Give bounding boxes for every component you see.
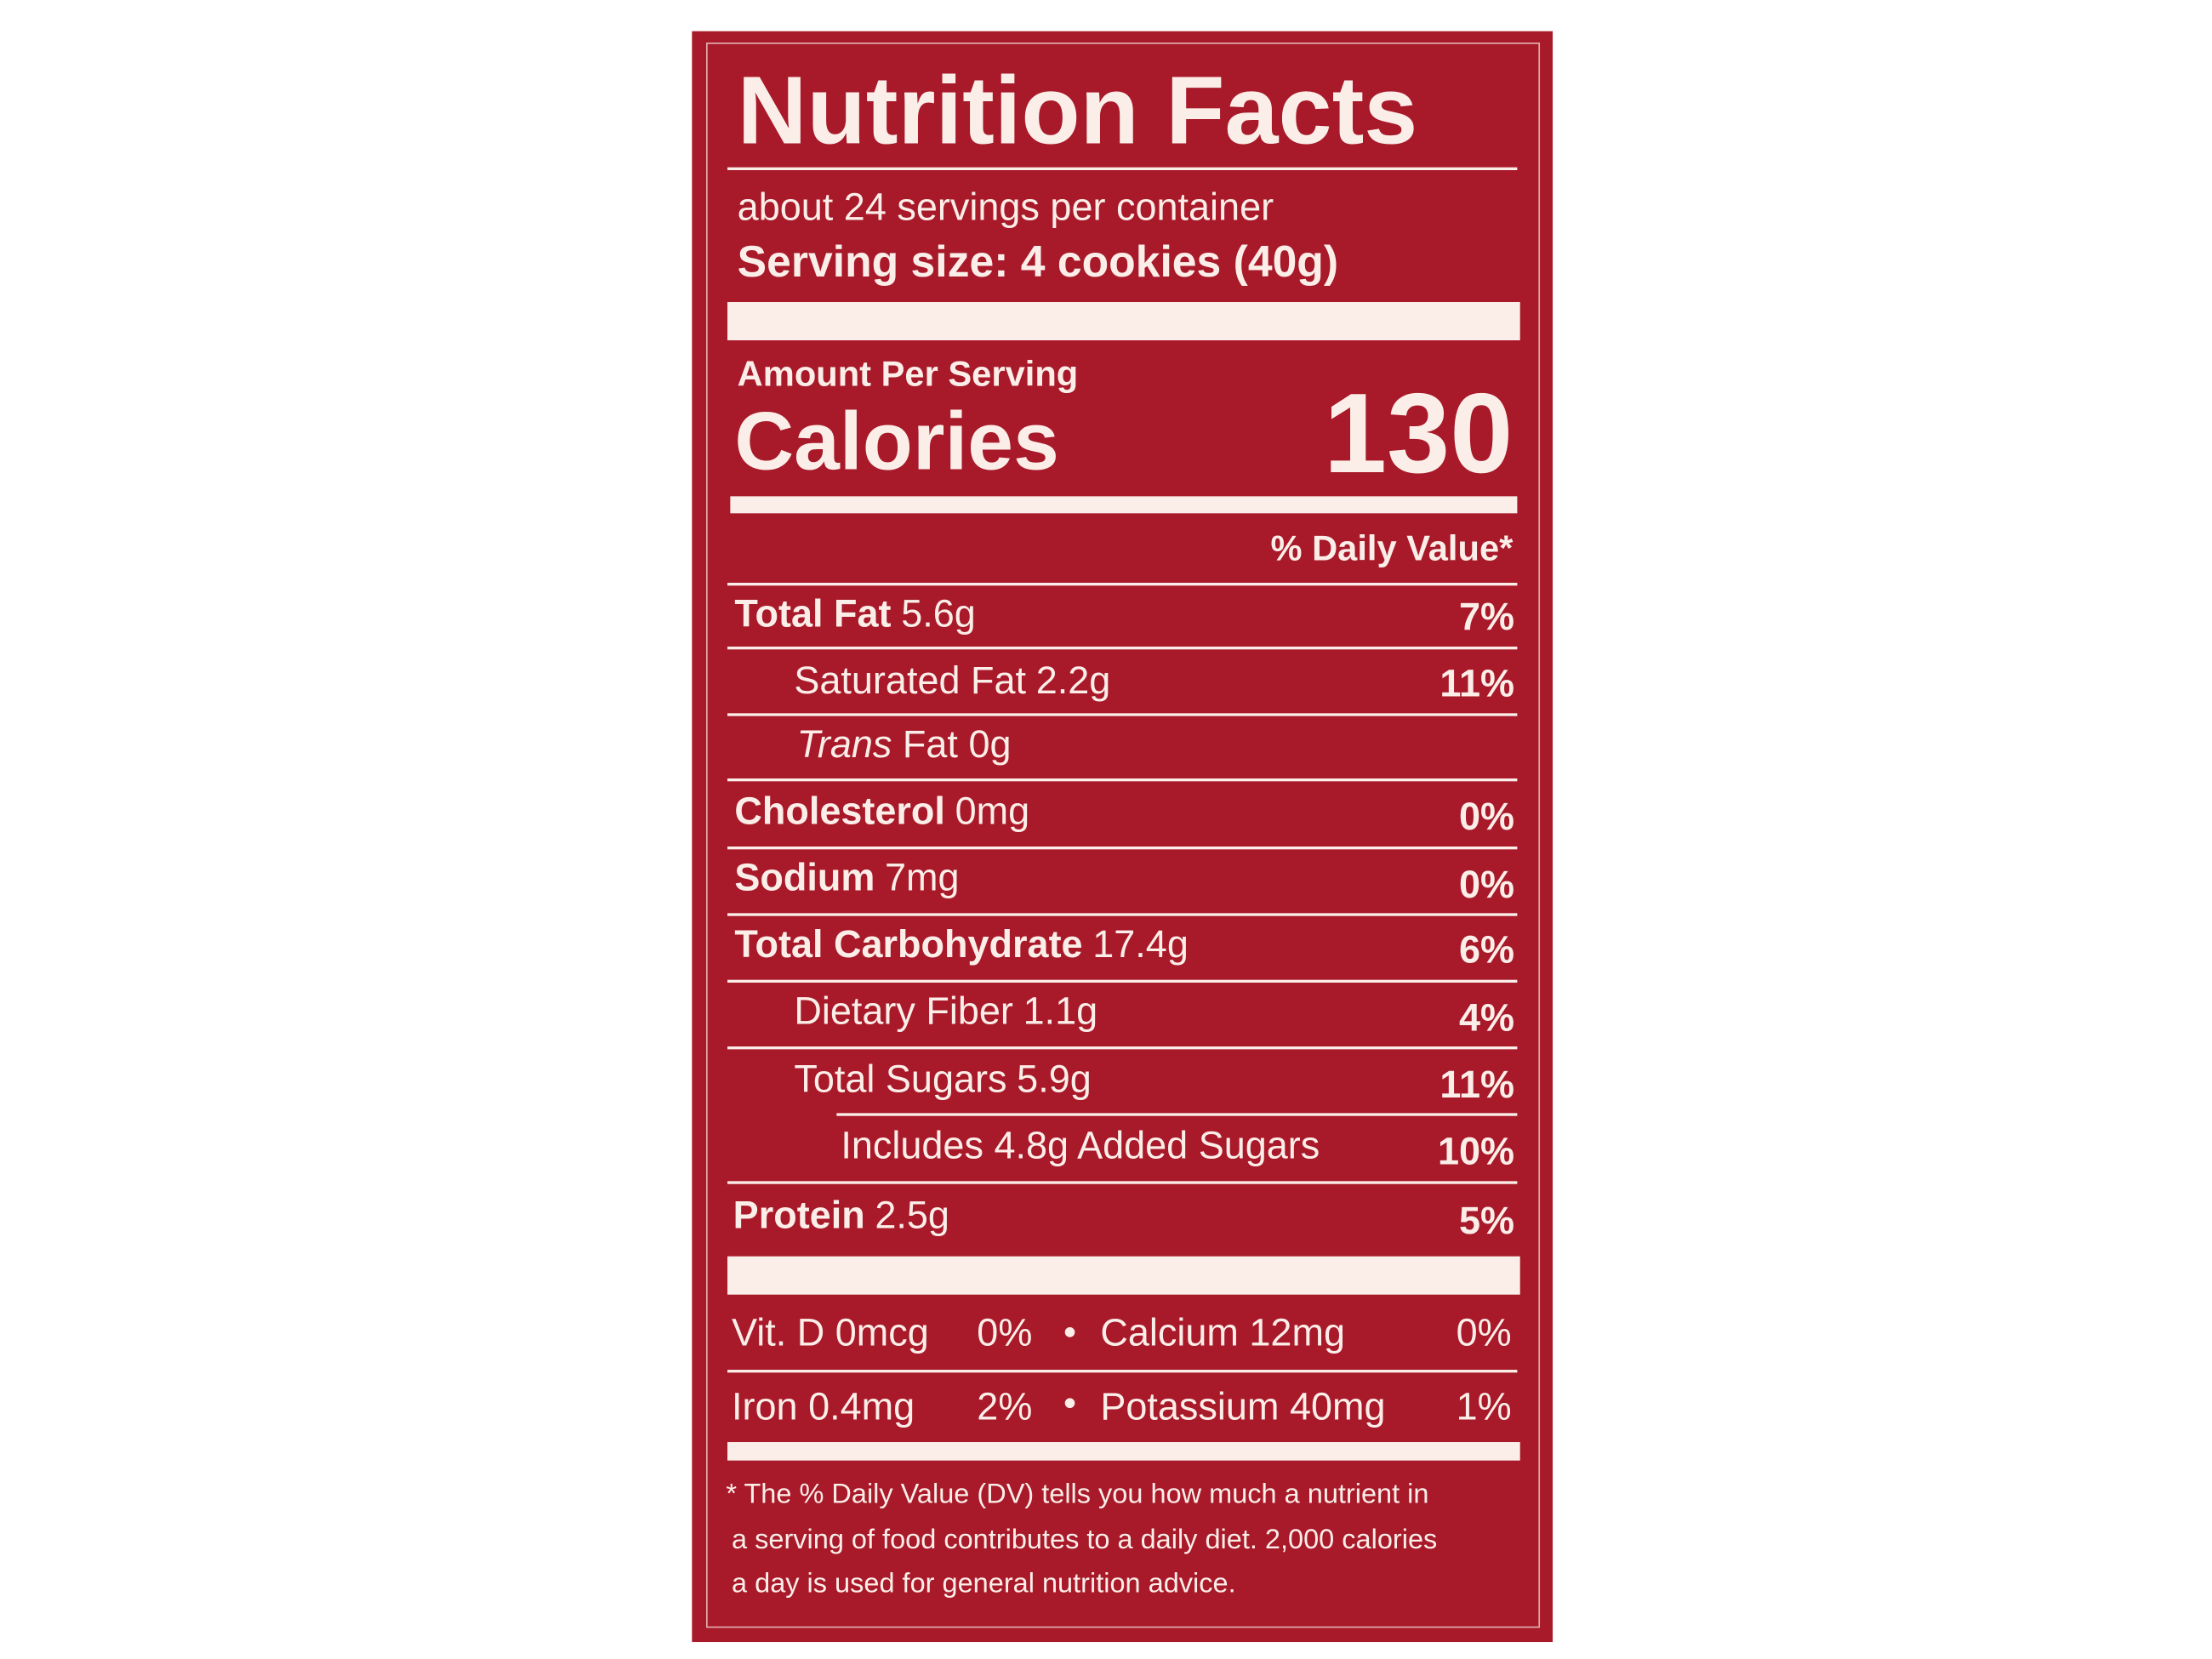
nutrient-name: Dietary Fiber [794, 989, 1013, 1033]
nutrient-row: Total Carbohydrate 17.4g [734, 926, 1189, 964]
nutrient-amount: 2.2g [1035, 659, 1111, 703]
vitamin-name: Vit. D 0mcg [732, 1311, 929, 1354]
rule [727, 583, 1518, 586]
rule [727, 713, 1518, 716]
rule [727, 167, 1518, 171]
nutrient-amount: 17.4g [1092, 923, 1189, 966]
nutrient-row: Trans Fat 0g [797, 726, 1012, 764]
nutrient-row: Saturated Fat 2.2g [794, 662, 1110, 700]
label-panel [692, 31, 1554, 1643]
rule [727, 847, 1518, 850]
nutrient-amount: 1.1g [1023, 989, 1098, 1033]
nutrient-name: Sodium [734, 856, 875, 899]
medium-bar [730, 496, 1518, 514]
amount-heading: Amount Per Serving [737, 354, 1079, 395]
bullet [1064, 1398, 1075, 1409]
nutrient-dv: 7% [1458, 596, 1515, 639]
thick-bar [727, 302, 1520, 341]
calories-label: Calories [734, 396, 1059, 488]
nutrient-name: Includes 4.8g Added Sugars [841, 1124, 1320, 1167]
vitamin-dv: 1% [1456, 1385, 1512, 1428]
vitamin-dv: 0% [1456, 1311, 1512, 1354]
nutrient-row: Includes 4.8g Added Sugars [841, 1124, 1320, 1167]
nutrient-name: Fat [902, 723, 958, 767]
thick-bar [727, 1256, 1520, 1295]
nutrient-dv: 6% [1458, 928, 1515, 972]
nutrient-row: Sodium 7mg [734, 856, 960, 899]
nutrient-name: Saturated Fat [794, 659, 1027, 703]
nutrient-dv: 4% [1458, 996, 1515, 1040]
vitamin-dv: 0% [977, 1311, 1033, 1354]
nutrient-name-italic: Trans [796, 723, 892, 767]
nutrient-dv: 11% [1440, 1063, 1515, 1107]
nutrient-dv: 11% [1440, 662, 1515, 705]
nutrient-name: Cholesterol [734, 790, 945, 833]
nutrient-row: Total Sugars 5.9g [794, 1058, 1092, 1101]
nutrient-amount: 2.5g [875, 1194, 949, 1237]
nutrient-row: Dietary Fiber 1.1g [794, 992, 1097, 1031]
rule [727, 647, 1518, 650]
nutrient-dv: 5% [1458, 1200, 1515, 1243]
bullet [1064, 1327, 1075, 1337]
nutrient-amount: 5.9g [1017, 1058, 1092, 1101]
nutrient-dv: 0% [1458, 795, 1515, 839]
nutrient-amount: 0g [968, 723, 1012, 767]
calories-value: 130 [1323, 370, 1514, 497]
serving-size: Serving size: 4 cookies (40g) [737, 237, 1339, 287]
rule [727, 778, 1518, 782]
servings: about 24 servings per container [737, 185, 1274, 229]
nutrient-name: Total Fat [734, 592, 892, 636]
rule [727, 1181, 1518, 1184]
nutrient-name: Total Sugars [794, 1058, 1007, 1101]
vitamin-name: Calcium 12mg [1100, 1311, 1345, 1354]
footnote-line: * The % Daily Value (DV) tells you how m… [726, 1479, 1429, 1511]
nutrient-amount: 7mg [885, 856, 960, 899]
rule [727, 979, 1518, 983]
medium-bar [727, 1442, 1520, 1461]
nutrient-name: Total Carbohydrate [734, 923, 1083, 966]
footnote-line: a serving of food contributes to a daily… [732, 1524, 1438, 1556]
rule [727, 913, 1518, 916]
nutrient-amount: 5.6g [901, 592, 976, 636]
vitamin-name: Potassium 40mg [1100, 1385, 1386, 1428]
rule [727, 1046, 1518, 1050]
nutrient-row: Protein 2.5g [733, 1194, 949, 1237]
nutrient-row: Total Fat 5.6g [734, 592, 976, 636]
rule [836, 1113, 1518, 1116]
nutrient-amount: 0mg [955, 790, 1030, 833]
title: Nutrition Facts [737, 56, 1418, 165]
vitamin-dv: 2% [977, 1385, 1033, 1428]
dv-header: % Daily Value* [1270, 528, 1514, 569]
nutrient-name: Protein [733, 1194, 865, 1237]
vitamin-name: Iron 0.4mg [732, 1385, 915, 1428]
footnote-line: a day is used for general nutrition advi… [732, 1568, 1236, 1600]
rule [727, 1370, 1518, 1373]
nutrient-dv: 0% [1458, 864, 1515, 907]
nutrient-row: Cholesterol 0mg [734, 790, 1030, 833]
label-border [706, 43, 1541, 1628]
nutrient-dv: 10% [1437, 1130, 1515, 1173]
